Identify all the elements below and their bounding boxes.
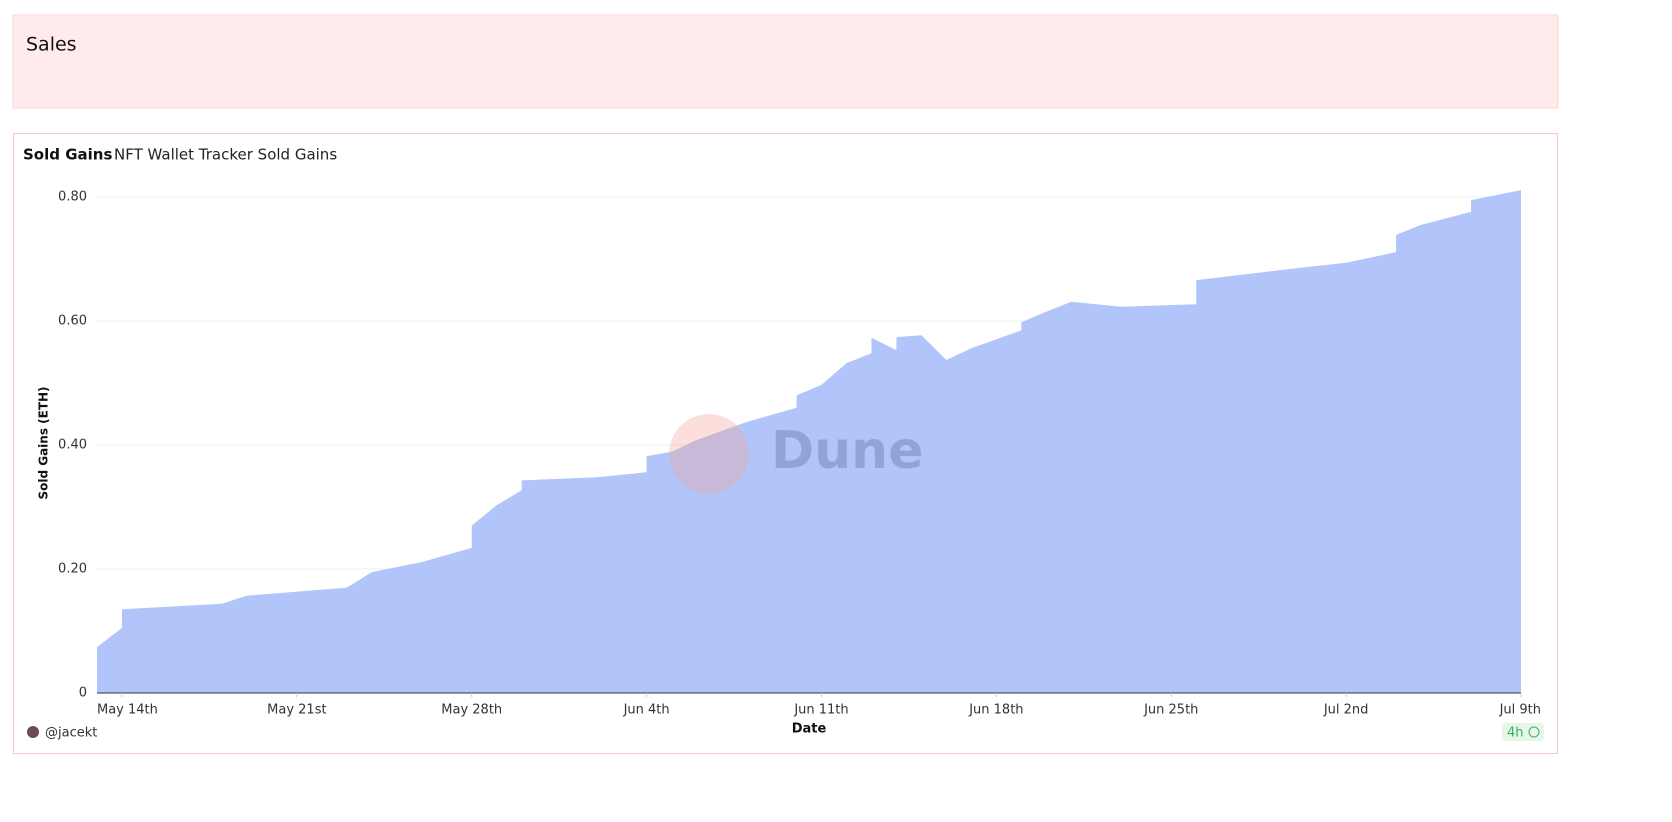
- x-tick-label: Jun 11th: [793, 703, 848, 718]
- x-tick-label: Jul 9th: [1499, 703, 1541, 718]
- watermark: Dune: [771, 421, 923, 481]
- y-tick-label: 0.20: [58, 562, 87, 577]
- area: [97, 190, 1521, 693]
- x-tick-label: Jun 4th: [623, 703, 670, 718]
- chart-subtitle: NFT Wallet Tracker Sold Gains: [114, 146, 337, 164]
- x-tick-label: May 28th: [441, 703, 502, 718]
- y-tick-label: 0.40: [58, 438, 87, 453]
- x-axis-label: Date: [792, 722, 827, 737]
- freshness: 4h: [1507, 726, 1524, 741]
- x-tick-label: May 14th: [97, 703, 158, 718]
- x-tick-label: Jul 2nd: [1323, 703, 1369, 718]
- x-tick-label: Jun 25th: [1143, 703, 1198, 718]
- panel-title: Sales: [26, 34, 77, 56]
- sales-panel: [12, 14, 1559, 109]
- author: @jacekt: [45, 726, 97, 741]
- avatar: [27, 726, 39, 738]
- plot: 0 0.20 0.40 0.60 0.80 May 14th May 21st May 28t…: [58, 190, 1541, 718]
- watermark-logo: [669, 414, 749, 494]
- x-tick-label: Jun 18th: [968, 703, 1023, 718]
- y-tick-label: 0: [79, 686, 87, 701]
- y-tick-label: 0.60: [58, 314, 87, 329]
- check-icon: [1528, 726, 1540, 738]
- chart-title: Sold Gains: [23, 146, 112, 164]
- y-axis-label: Sold Gains (ETH): [37, 386, 51, 499]
- y-tick-label: 0.80: [58, 190, 87, 205]
- x-tick-label: May 21st: [267, 703, 326, 718]
